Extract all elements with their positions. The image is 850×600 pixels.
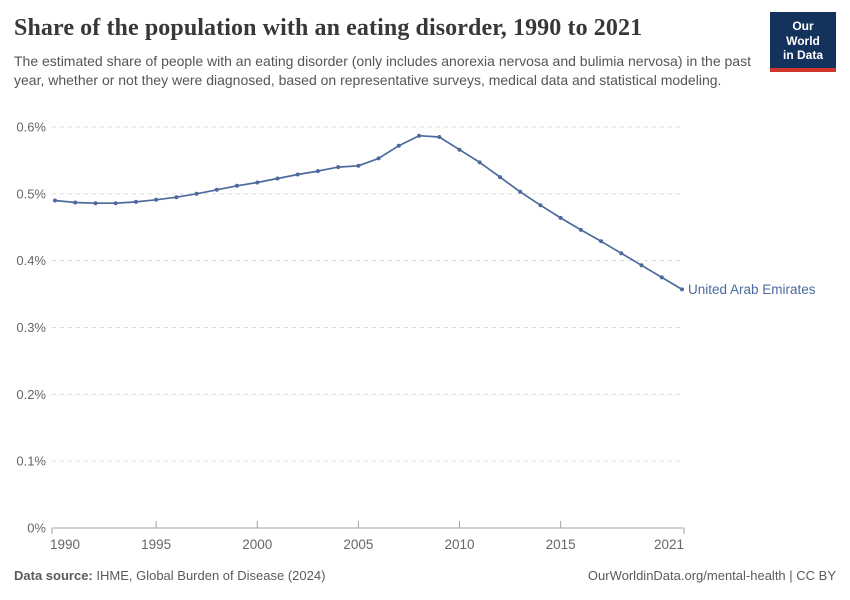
- entity-label[interactable]: United Arab Emirates: [688, 282, 816, 297]
- x-tick-label: 1990: [50, 537, 80, 552]
- data-point: [133, 199, 138, 204]
- x-tick-label: 2015: [546, 537, 576, 552]
- x-tick-label: 2021: [654, 537, 684, 552]
- data-point: [235, 183, 239, 188]
- data-point: [315, 169, 320, 174]
- data-point: [417, 133, 422, 138]
- data-point: [376, 156, 381, 161]
- y-tick-label: 0.4%: [16, 253, 46, 268]
- y-tick-label: 0.3%: [16, 320, 46, 335]
- owid-logo-line2: in Data: [782, 48, 823, 63]
- data-point: [639, 263, 644, 268]
- y-tick-label: 0.1%: [16, 454, 46, 469]
- data-point: [53, 198, 57, 203]
- data-point: [275, 176, 280, 181]
- data-point: [93, 201, 98, 206]
- y-tick-label: 0.6%: [16, 120, 46, 135]
- data-point: [457, 147, 462, 152]
- y-tick-label: 0%: [27, 521, 46, 536]
- data-point: [255, 180, 260, 185]
- data-point: [113, 201, 118, 206]
- data-line: [54, 134, 683, 291]
- data-point: [356, 163, 361, 168]
- data-point: [599, 239, 604, 244]
- x-tick-label: 2000: [242, 537, 272, 552]
- data-point: [336, 165, 341, 170]
- data-point: [578, 227, 583, 232]
- data-point: [477, 160, 482, 165]
- data-point: [194, 191, 199, 196]
- chart-title: Share of the population with an eating d…: [14, 15, 643, 41]
- credit-link[interactable]: OurWorldinData.org/mental-health | CC BY: [587, 568, 836, 583]
- y-tick-label: 0.5%: [16, 186, 46, 201]
- chart-subtitle: The estimated share of people with an ea…: [14, 53, 751, 89]
- data-point: [154, 197, 159, 202]
- data-source: Data source: IHME, Global Burden of Dise…: [14, 568, 325, 583]
- data-point: [518, 189, 523, 194]
- data-point: [437, 135, 442, 139]
- data-point: [295, 172, 300, 177]
- data-point: [538, 203, 543, 208]
- data-point: [680, 287, 684, 292]
- data-point: [73, 200, 78, 205]
- data-point: [558, 215, 563, 220]
- y-tick-label: 0.2%: [16, 387, 46, 402]
- chart-footer: Data source: IHME, Global Burden of Dise…: [14, 568, 836, 583]
- data-point: [498, 175, 502, 180]
- x-tick-label: 1995: [141, 537, 171, 552]
- owid-logo-line1: Our World: [786, 19, 820, 48]
- data-point: [214, 187, 219, 192]
- x-tick-label: 2005: [343, 537, 373, 552]
- data-source-label: Data source:: [14, 568, 93, 583]
- data-point: [396, 143, 401, 148]
- data-point: [174, 195, 179, 200]
- owid-logo[interactable]: Our World in Data: [770, 12, 836, 72]
- x-axis-line: [51, 527, 685, 534]
- x-tick-label: 2010: [444, 537, 474, 552]
- data-point: [619, 251, 624, 256]
- data-point: [659, 275, 664, 280]
- data-source-value: IHME, Global Burden of Disease (2024): [92, 568, 326, 583]
